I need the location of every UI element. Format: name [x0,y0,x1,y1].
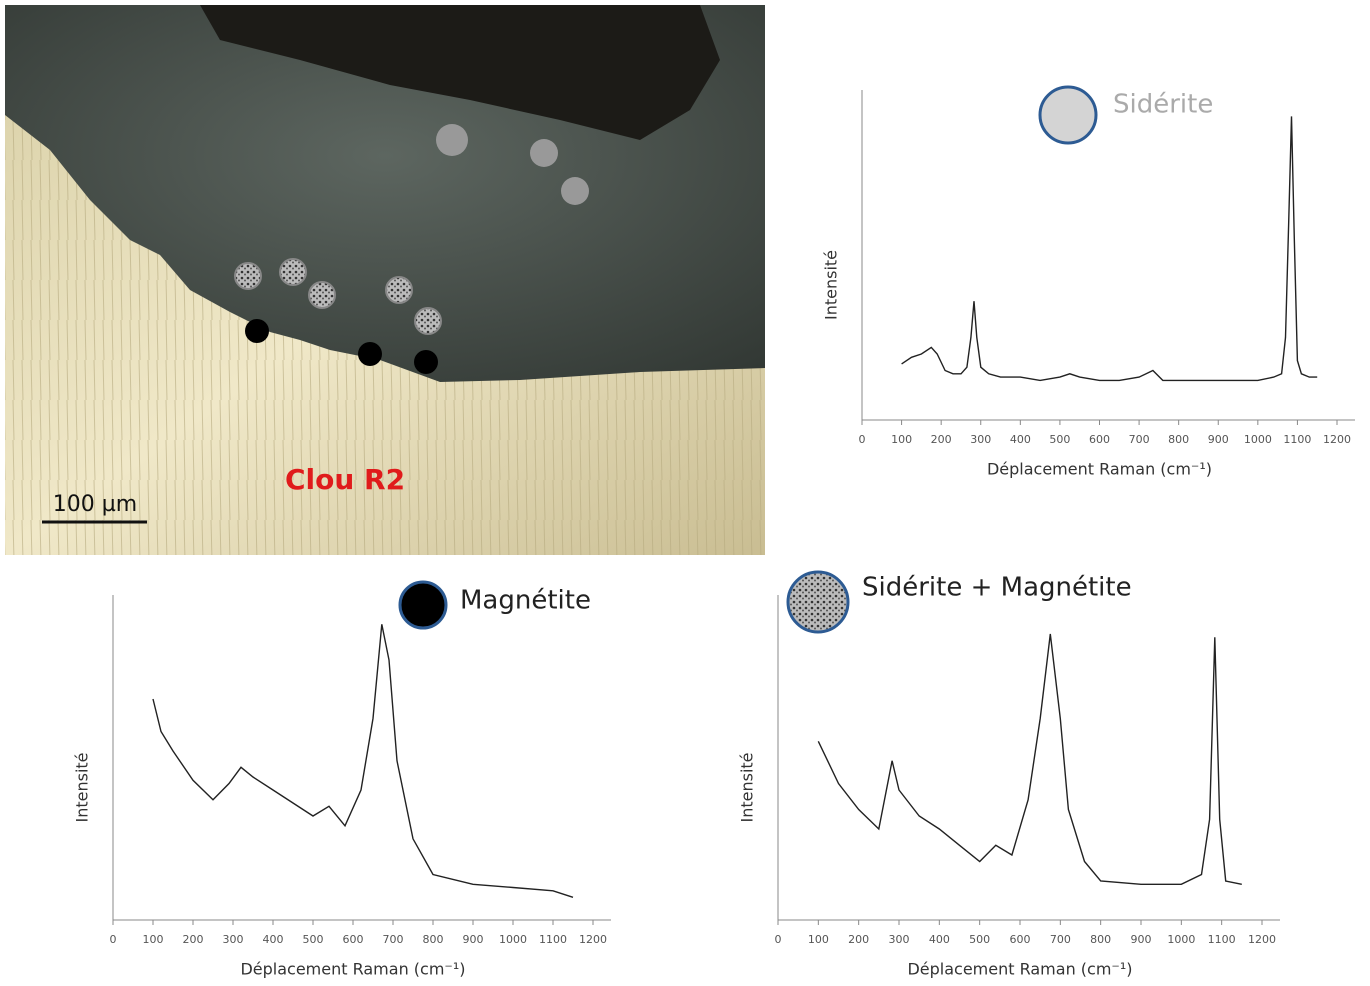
x-tick-label: 400 [1010,433,1031,446]
sample-label: Clou R2 [285,463,405,496]
x-tick-label: 0 [775,933,782,946]
x-tick-label: 800 [1168,433,1189,446]
x-tick-label: 500 [969,933,990,946]
x-tick-label: 100 [808,933,829,946]
x-tick-label: 1100 [539,933,567,946]
x-tick-label: 900 [463,933,484,946]
x-tick-label: 0 [110,933,117,946]
x-tick-label: 500 [303,933,324,946]
x-tick-label: 1100 [1283,433,1311,446]
x-tick-label: 700 [383,933,404,946]
y-axis-label: Intensité [738,752,757,822]
legend-marker [398,580,448,630]
x-tick-label: 100 [143,933,164,946]
legend-marker [786,570,850,634]
x-tick-label: 1200 [579,933,607,946]
x-tick-label: 1200 [1248,933,1276,946]
x-axis-label: Déplacement Raman (cm⁻¹) [907,960,1132,979]
x-axis-label: Déplacement Raman (cm⁻¹) [987,460,1212,479]
x-tick-label: 1200 [1323,433,1351,446]
x-tick-label: 700 [1129,433,1150,446]
x-tick-label: 1000 [499,933,527,946]
x-tick-label: 1100 [1208,933,1236,946]
spectrum-line [901,116,1318,382]
spectrum-line [152,624,574,898]
x-tick-label: 1000 [1167,933,1195,946]
x-tick-label: 100 [891,433,912,446]
x-tick-label: 0 [859,433,866,446]
x-tick-label: 800 [423,933,444,946]
y-axis-label: Intensité [822,250,841,320]
spectrum-line [817,633,1242,885]
y-axis-label: Intensité [73,752,92,822]
chart-title: Sidérite + Magnétite [862,573,1132,603]
x-tick-label: 300 [889,933,910,946]
x-tick-label: 300 [223,933,244,946]
x-tick-label: 1000 [1244,433,1272,446]
x-tick-label: 600 [1089,433,1110,446]
x-tick-label: 800 [1090,933,1111,946]
x-tick-label: 300 [970,433,991,446]
x-tick-label: 600 [343,933,364,946]
x-axis-label: Déplacement Raman (cm⁻¹) [240,960,465,979]
x-tick-label: 200 [183,933,204,946]
x-tick-label: 400 [263,933,284,946]
legend-marker [1038,85,1098,145]
x-tick-label: 500 [1049,433,1070,446]
chart-title: Magnétite [460,586,591,616]
chart-title: Sidérite [1113,90,1213,120]
scale-bar-label: 100 µm [53,492,137,517]
x-tick-label: 600 [1010,933,1031,946]
x-tick-label: 400 [929,933,950,946]
micrograph: 100 µm Clou R2 [5,5,765,555]
x-tick-label: 900 [1131,933,1152,946]
x-tick-label: 200 [848,933,869,946]
x-tick-label: 900 [1208,433,1229,446]
x-tick-label: 200 [931,433,952,446]
x-tick-label: 700 [1050,933,1071,946]
